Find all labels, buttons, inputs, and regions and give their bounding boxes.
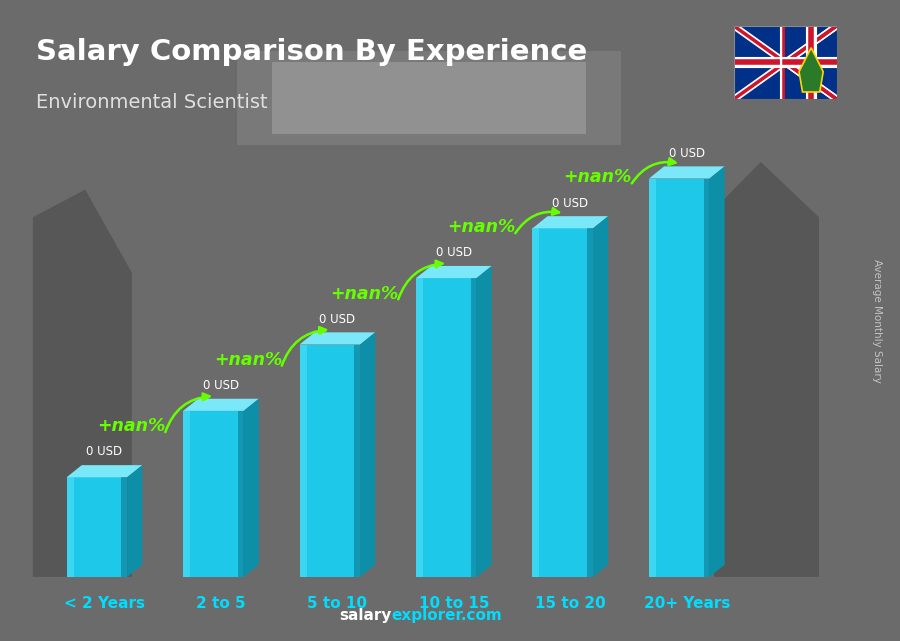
Polygon shape [533,228,539,577]
Text: salary: salary [339,608,392,623]
Polygon shape [300,344,360,577]
Polygon shape [587,228,593,577]
Polygon shape [649,179,656,577]
Text: 0 USD: 0 USD [553,197,589,210]
Polygon shape [734,26,837,99]
Text: 0 USD: 0 USD [436,246,472,260]
Text: 0 USD: 0 USD [86,445,122,458]
Polygon shape [237,51,621,146]
Text: 0 USD: 0 USD [669,147,705,160]
Text: +nan%: +nan% [214,351,283,369]
Polygon shape [300,344,307,577]
Text: 20+ Years: 20+ Years [644,596,730,612]
Text: Environmental Scientist: Environmental Scientist [36,93,267,112]
Text: < 2 Years: < 2 Years [64,596,145,612]
Text: +nan%: +nan% [97,417,166,435]
Polygon shape [272,62,586,134]
Polygon shape [799,48,824,92]
Text: +nan%: +nan% [447,218,516,237]
Polygon shape [477,266,491,577]
Text: +nan%: +nan% [563,169,632,187]
Text: +nan%: +nan% [330,285,399,303]
Polygon shape [416,278,477,577]
Polygon shape [593,216,608,577]
Polygon shape [238,411,244,577]
Polygon shape [244,399,259,577]
Polygon shape [122,478,127,577]
Polygon shape [32,190,131,577]
Polygon shape [533,228,593,577]
Text: explorer.com: explorer.com [392,608,502,623]
Polygon shape [533,216,608,228]
Text: 10 to 15: 10 to 15 [418,596,489,612]
Text: 0 USD: 0 USD [202,379,239,392]
Text: 15 to 20: 15 to 20 [535,596,606,612]
Polygon shape [355,344,360,577]
Polygon shape [127,465,142,577]
Polygon shape [416,266,491,278]
Text: Salary Comparison By Experience: Salary Comparison By Experience [36,38,587,67]
Polygon shape [704,179,709,577]
Polygon shape [183,411,190,577]
Polygon shape [360,332,375,577]
Polygon shape [649,167,724,179]
Polygon shape [416,278,423,577]
Polygon shape [67,478,127,577]
Polygon shape [67,478,74,577]
Polygon shape [785,26,837,99]
Text: 5 to 10: 5 to 10 [308,596,367,612]
Polygon shape [67,465,142,478]
Polygon shape [680,162,819,577]
Text: 2 to 5: 2 to 5 [196,596,246,612]
Polygon shape [471,278,477,577]
Polygon shape [183,399,259,411]
Polygon shape [709,167,725,577]
Polygon shape [649,179,709,577]
Polygon shape [300,332,375,344]
Text: Average Monthly Salary: Average Monthly Salary [872,258,883,383]
Polygon shape [183,411,244,577]
Text: 0 USD: 0 USD [320,313,356,326]
